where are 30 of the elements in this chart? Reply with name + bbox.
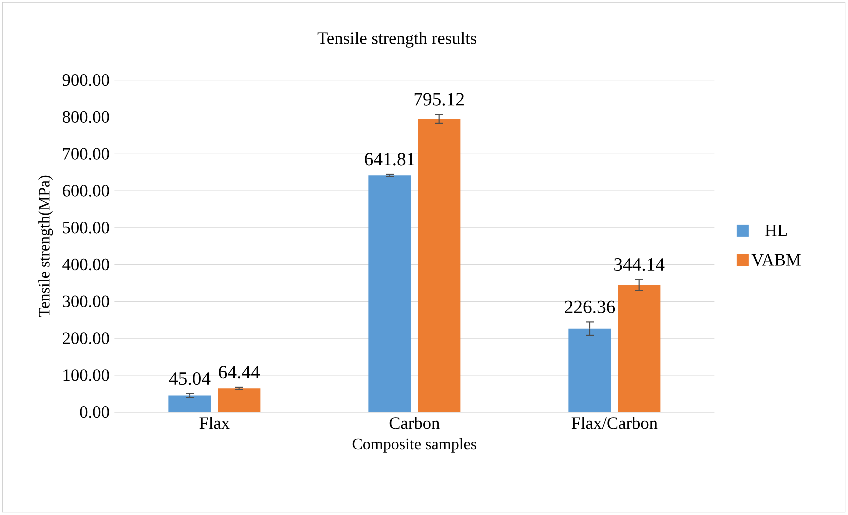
data-label: 45.04 <box>169 372 211 386</box>
x-axis-title: Composite samples <box>352 438 477 453</box>
bar <box>218 388 261 412</box>
bar <box>418 119 461 412</box>
data-label: 641.81 <box>365 153 415 166</box>
data-label: 226.36 <box>565 300 616 314</box>
y-tick-label: 800.00 <box>62 111 110 124</box>
data-label: 64.44 <box>219 366 260 379</box>
x-tick-label: Flax <box>200 417 230 430</box>
x-tick-label: Flax/Carbon <box>572 417 658 430</box>
y-tick-label: 400.00 <box>62 258 110 271</box>
data-label: 344.14 <box>614 258 665 272</box>
y-axis-title: Tensile strength(MPa) <box>38 176 54 318</box>
data-label: 795.12 <box>414 93 464 106</box>
bar <box>618 285 661 412</box>
bar <box>168 396 212 412</box>
y-tick-label: 500.00 <box>63 222 110 234</box>
y-tick-label: 600.00 <box>63 185 110 197</box>
y-tick-label: 900.00 <box>62 74 110 86</box>
bar <box>368 176 412 412</box>
y-tick-label: 300.00 <box>63 296 110 308</box>
bar <box>568 328 612 412</box>
y-tick-label: 0.00 <box>80 406 110 418</box>
y-tick-label: 200.00 <box>63 332 110 344</box>
legend-label: HL <box>765 224 788 236</box>
y-tick-label: 700.00 <box>63 148 110 160</box>
y-tick-label: 100.00 <box>64 370 110 382</box>
legend-label: VABM <box>752 254 801 266</box>
chart-title: Tensile strength results <box>318 32 477 48</box>
x-tick-label: Carbon <box>390 417 440 430</box>
